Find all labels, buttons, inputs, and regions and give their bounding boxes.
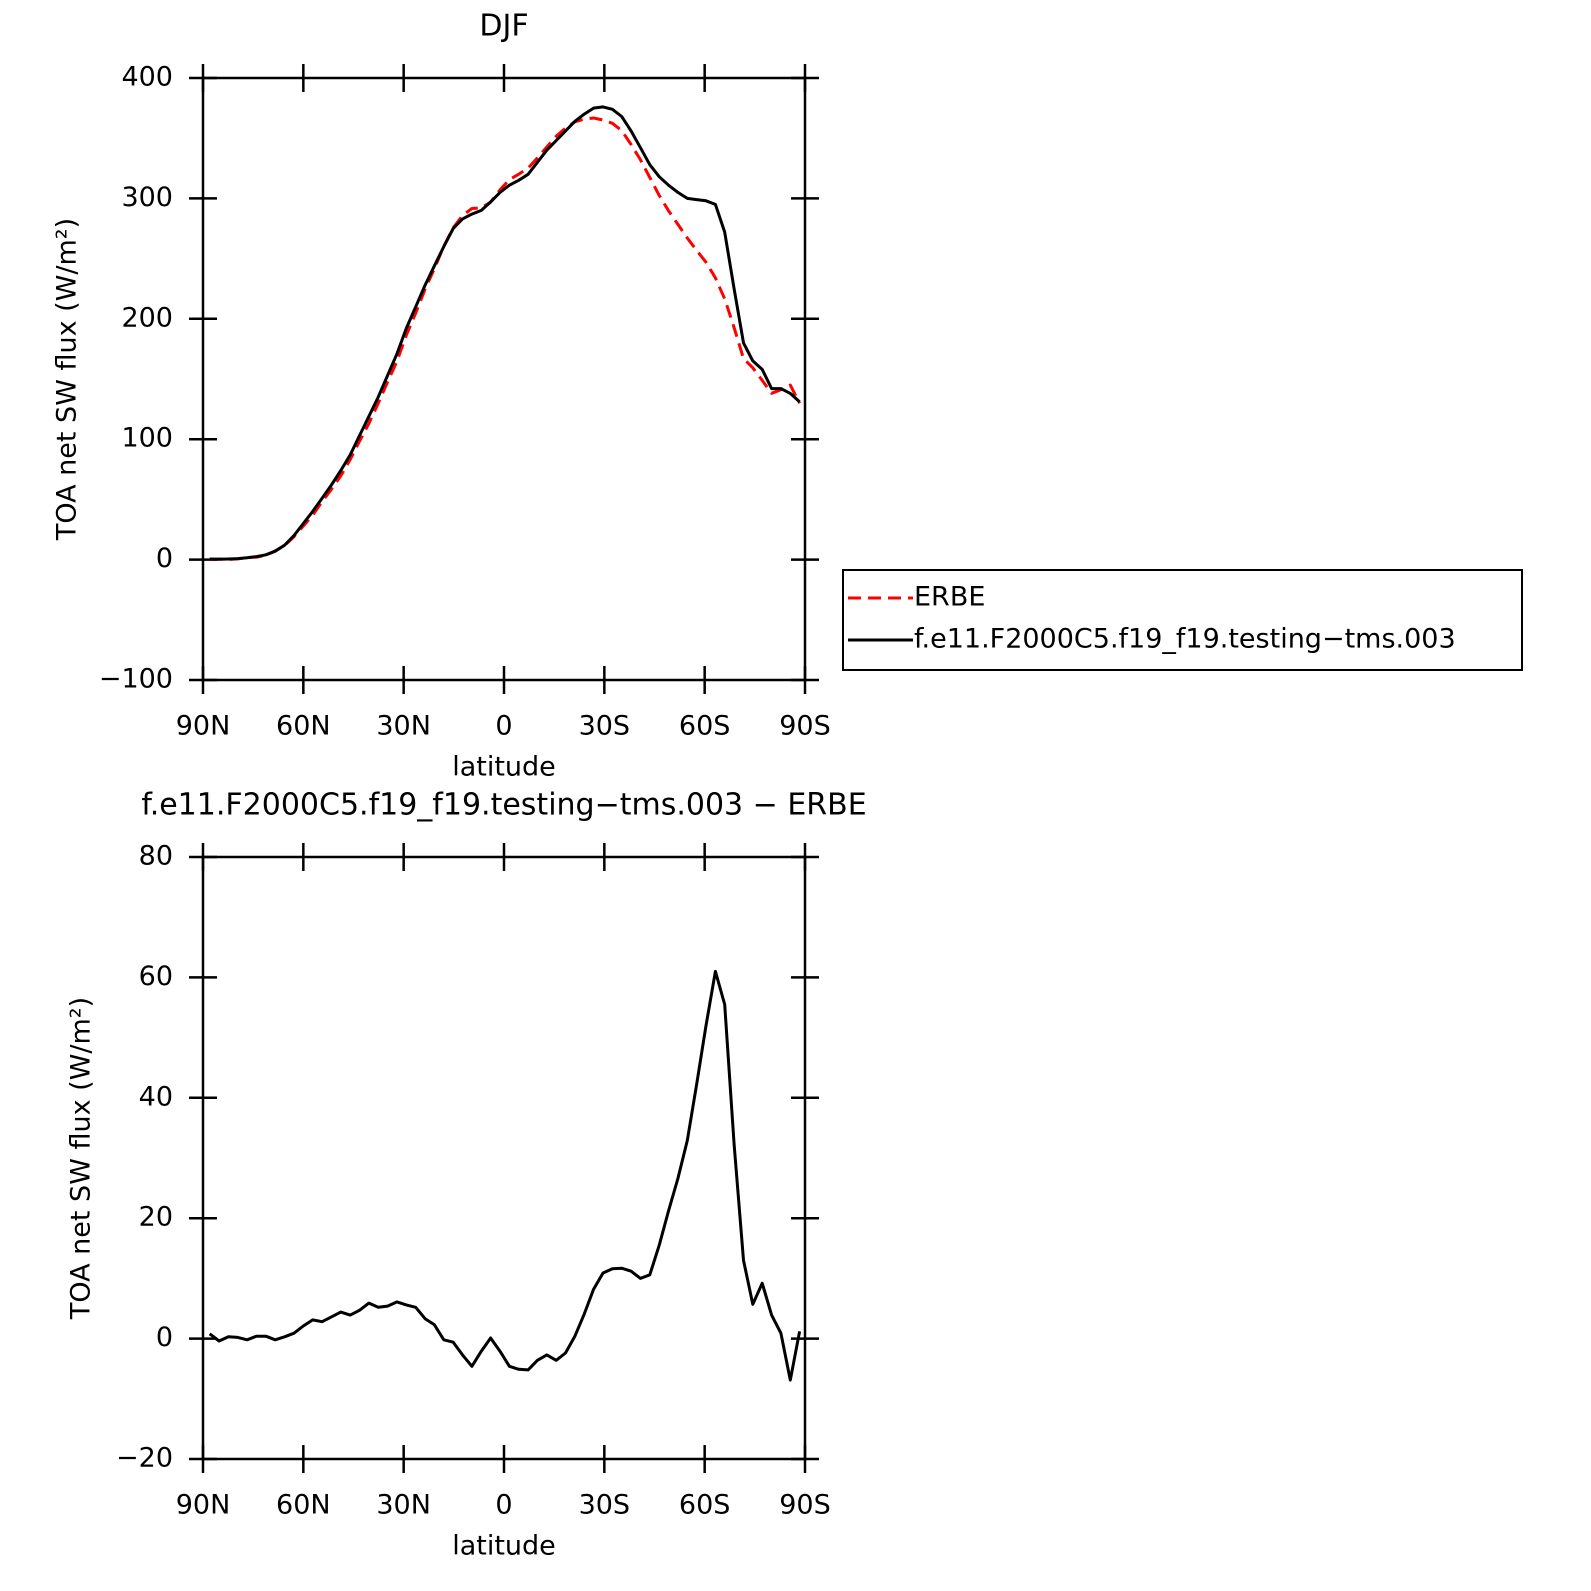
x-tick-label: 90S bbox=[779, 1490, 831, 1521]
data-line bbox=[209, 116, 801, 562]
panel: DJF latitude TOA net SW flux (W/m²) 90N 60N 3… bbox=[52, 9, 1523, 783]
legend-box bbox=[842, 569, 1523, 671]
y-tick-label: 0 bbox=[156, 1322, 173, 1353]
panel: f.e11.F2000C5.f19_f19.testing−tms.003 − … bbox=[66, 788, 867, 1562]
y-tick-label: 60 bbox=[139, 961, 173, 992]
x-axis-label: latitude bbox=[452, 1531, 556, 1562]
y-tick-label: 100 bbox=[121, 423, 173, 454]
y-tick-label: 20 bbox=[139, 1202, 173, 1233]
x-tick-label: 0 bbox=[495, 1490, 512, 1521]
y-tick-label: 300 bbox=[121, 182, 173, 213]
x-tick-label: 30S bbox=[579, 1490, 631, 1521]
y-tick-label: 200 bbox=[121, 302, 173, 333]
x-tick-label: 30N bbox=[376, 1490, 431, 1521]
y-tick-label: 0 bbox=[156, 543, 173, 574]
y-tick-label: 80 bbox=[139, 841, 173, 872]
x-tick-label: 90N bbox=[176, 1490, 231, 1521]
x-tick-label: 90S bbox=[779, 711, 831, 742]
y-tick-label: 400 bbox=[121, 62, 173, 93]
x-tick-label: 90N bbox=[176, 711, 231, 742]
legend-label: ERBE bbox=[914, 582, 985, 613]
x-tick-label: 0 bbox=[495, 711, 512, 742]
x-tick-label: 60N bbox=[276, 711, 331, 742]
legend-label: f.e11.F2000C5.f19_f19.testing−tms.003 bbox=[914, 624, 1456, 655]
plot-frame bbox=[201, 855, 807, 1461]
chart-title: f.e11.F2000C5.f19_f19.testing−tms.003 − … bbox=[141, 788, 866, 823]
x-tick-label: 60N bbox=[276, 1490, 331, 1521]
y-tick-label: −20 bbox=[116, 1443, 173, 1474]
x-axis-label: latitude bbox=[452, 752, 556, 783]
plot-frame bbox=[201, 76, 807, 682]
y-tick-label: 40 bbox=[139, 1081, 173, 1112]
x-tick-label: 30S bbox=[579, 711, 631, 742]
x-tick-label: 30N bbox=[376, 711, 431, 742]
y-tick-label: −100 bbox=[99, 664, 173, 695]
y-axis-label: TOA net SW flux (W/m²) bbox=[66, 997, 97, 1320]
chart-title: DJF bbox=[479, 9, 528, 44]
data-line bbox=[209, 105, 801, 561]
legend: ERBE f.e11.F2000C5.f19_f19.testing−tms.00… bbox=[842, 569, 1523, 671]
x-tick-label: 60S bbox=[679, 711, 731, 742]
y-axis-label: TOA net SW flux (W/m²) bbox=[52, 218, 83, 541]
data-line bbox=[208, 969, 802, 1382]
x-tick-label: 60S bbox=[679, 1490, 731, 1521]
